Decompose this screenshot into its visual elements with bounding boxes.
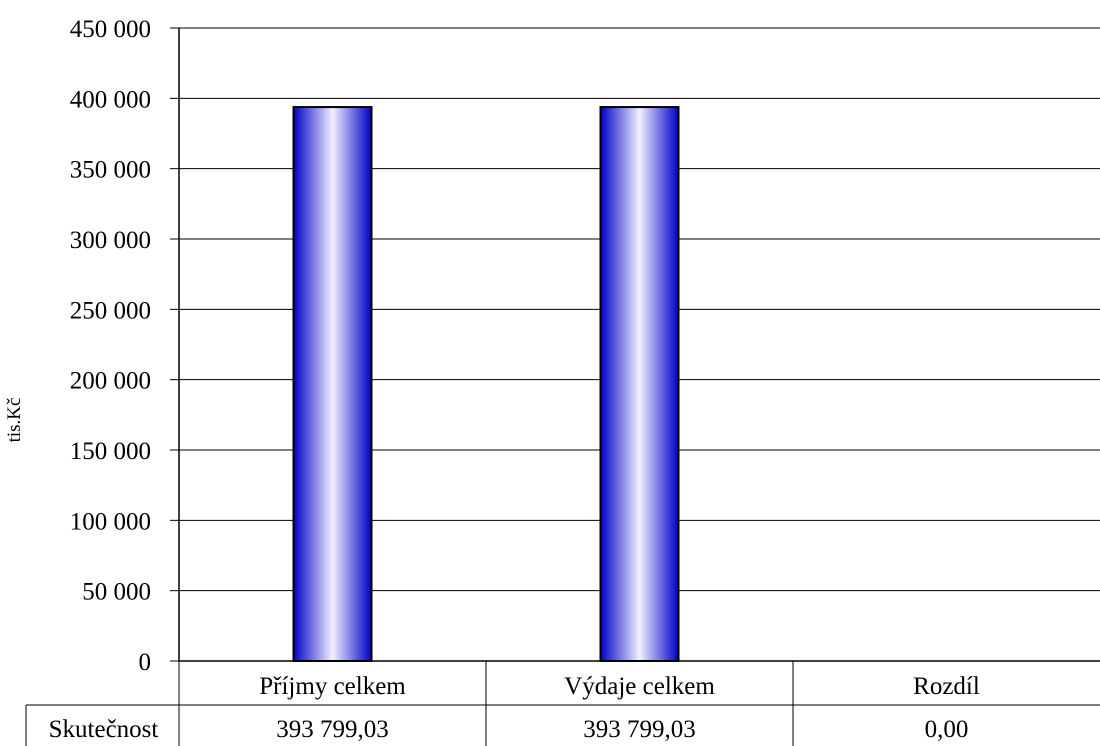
data-value-label: 393 799,03 <box>583 716 696 743</box>
bar <box>599 106 680 662</box>
y-tick-label: 300 000 <box>70 227 151 254</box>
axes <box>178 28 1100 662</box>
category-label: Rozdíl <box>913 673 980 700</box>
y-tick-label: 50 000 <box>82 579 151 606</box>
y-tick-label: 200 000 <box>70 368 151 395</box>
y-tick-label: 100 000 <box>70 508 151 535</box>
data-value-label: 393 799,03 <box>276 716 389 743</box>
bar <box>292 106 373 662</box>
y-tick-label: 450 000 <box>70 16 151 43</box>
data-value-label: 0,00 <box>925 716 969 743</box>
bars <box>292 106 680 662</box>
series-name-label: Skutečnost <box>49 716 159 743</box>
y-tick-label: 400 000 <box>70 86 151 113</box>
y-tick-labels: 0 50 000 100 000 150 000 200 000 250 000 300 0… <box>70 16 151 676</box>
y-tick-label: 250 000 <box>70 297 151 324</box>
category-label: Výdaje celkem <box>564 673 715 700</box>
y-tick-label: 350 000 <box>70 157 151 184</box>
y-tick-label: 0 <box>139 649 152 676</box>
y-tick-label: 150 000 <box>70 438 151 465</box>
data-table: Příjmy celkem 393 799,03 Výdaje celkem 393 … <box>25 661 1100 746</box>
category-label: Příjmy celkem <box>259 673 406 700</box>
y-axis-label: tis.Kč <box>4 398 25 443</box>
